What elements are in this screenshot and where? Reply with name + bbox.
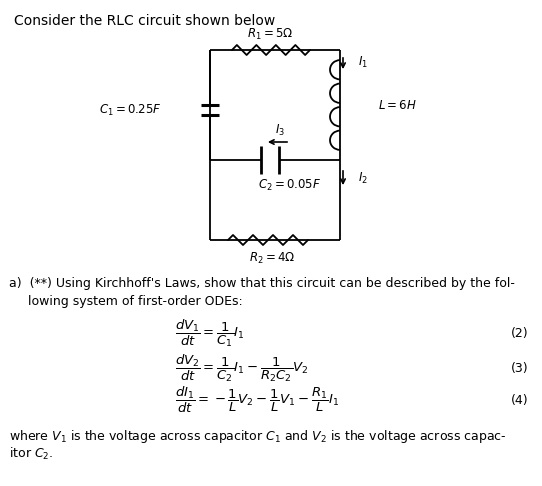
Text: $I_3$: $I_3$: [275, 122, 285, 138]
Text: where $V_1$ is the voltage across capacitor $C_1$ and $V_2$ is the voltage acros: where $V_1$ is the voltage across capaci…: [9, 428, 507, 445]
Text: $\dfrac{dV_1}{dt} = \dfrac{1}{C_1}I_1$: $\dfrac{dV_1}{dt} = \dfrac{1}{C_1}I_1$: [175, 317, 244, 348]
Text: a)  (**) Using Kirchhoff's Laws, show that this circuit can be described by the : a) (**) Using Kirchhoff's Laws, show tha…: [9, 277, 515, 290]
Text: $R_2 = 4\Omega$: $R_2 = 4\Omega$: [249, 250, 295, 265]
Text: $I_1$: $I_1$: [358, 54, 368, 69]
Text: $L = 6H$: $L = 6H$: [378, 99, 417, 111]
Text: lowing system of first-order ODEs:: lowing system of first-order ODEs:: [28, 295, 243, 308]
Text: (3): (3): [511, 362, 528, 375]
Text: $\dfrac{dI_1}{dt} = -\dfrac{1}{L}V_2 - \dfrac{1}{L}V_1 - \dfrac{R_1}{L}I_1$: $\dfrac{dI_1}{dt} = -\dfrac{1}{L}V_2 - \…: [175, 385, 339, 415]
Text: (4): (4): [511, 394, 528, 406]
Text: $C_1 = 0.25F$: $C_1 = 0.25F$: [99, 103, 162, 118]
Text: Consider the RLC circuit shown below: Consider the RLC circuit shown below: [14, 14, 275, 28]
Text: itor $C_2$.: itor $C_2$.: [9, 446, 54, 462]
Text: (2): (2): [511, 327, 528, 340]
Text: $C_2 = 0.05F$: $C_2 = 0.05F$: [259, 177, 321, 192]
Text: $I_2$: $I_2$: [358, 171, 368, 186]
Text: $R_1 = 5\Omega$: $R_1 = 5\Omega$: [247, 26, 293, 41]
Text: $\dfrac{dV_2}{dt} = \dfrac{1}{C_2}I_1 - \dfrac{1}{R_2C_2}V_2$: $\dfrac{dV_2}{dt} = \dfrac{1}{C_2}I_1 - …: [175, 352, 309, 383]
